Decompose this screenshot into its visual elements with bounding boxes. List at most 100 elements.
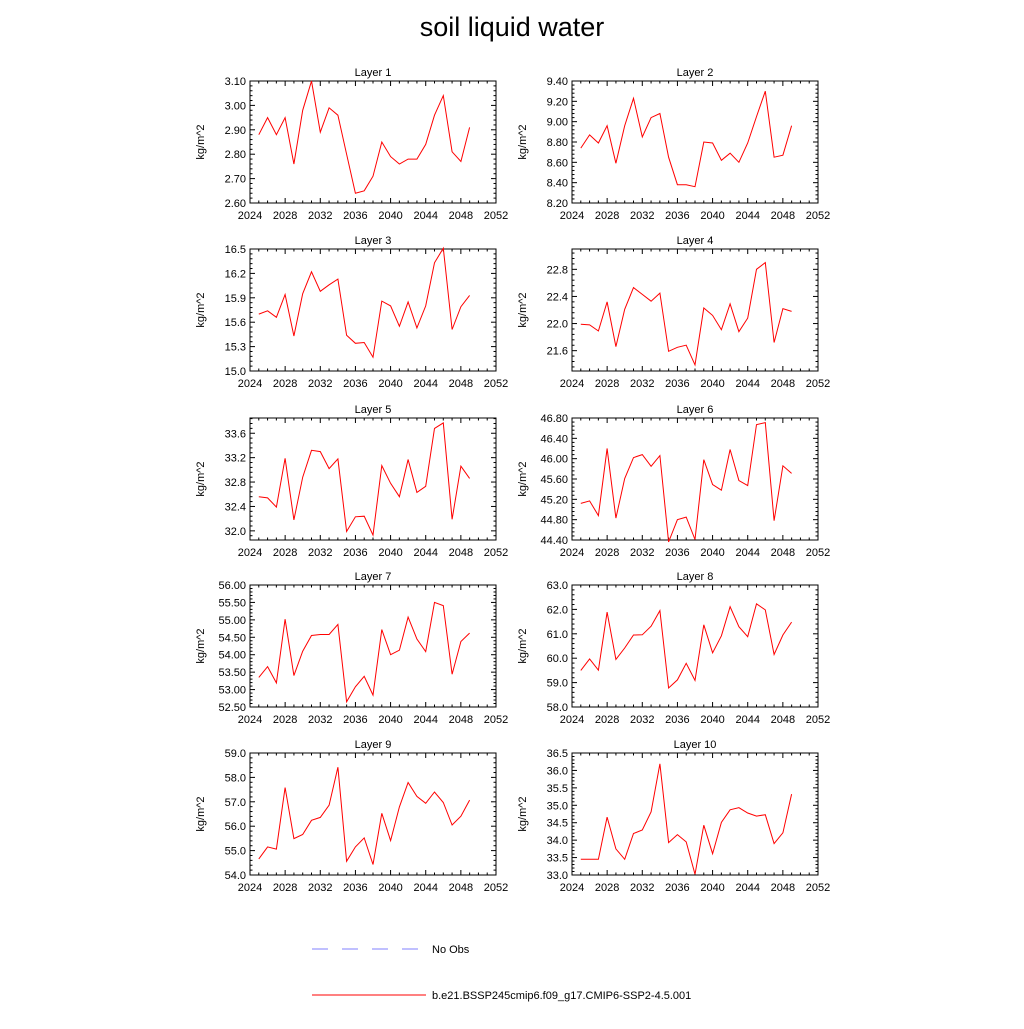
- x-tick-label: 2028: [273, 714, 297, 726]
- y-tick-label: 8.60: [547, 157, 568, 169]
- panel-title: Layer 3: [355, 235, 392, 247]
- x-tick-label: 2036: [343, 210, 367, 222]
- x-tick-label: 2040: [378, 882, 402, 894]
- y-tick-label: 53.50: [218, 667, 246, 679]
- panel-layer-4: Layer 4 kg/m^2 2024 2028 2032 2036 2040 2044 204…: [517, 235, 830, 390]
- x-tick-label: 2032: [308, 547, 332, 559]
- y-axis-label: kg/m^2: [195, 796, 207, 831]
- y-tick-label: 36.5: [547, 748, 568, 760]
- y-tick-label: 59.0: [547, 678, 568, 690]
- y-tick-label: 36.0: [547, 765, 568, 777]
- y-tick-label: 46.40: [540, 433, 568, 445]
- x-tick-label: 2036: [665, 547, 689, 559]
- x-tick-label: 2040: [378, 378, 402, 390]
- x-tick-label: 2036: [343, 547, 367, 559]
- y-tick-label: 33.0: [547, 870, 568, 882]
- y-tick-label: 34.5: [547, 818, 568, 830]
- x-tick-label: 2044: [735, 714, 759, 726]
- x-tick-label: 2040: [378, 714, 402, 726]
- y-tick-label: 54.0: [225, 870, 246, 882]
- panel-title: Layer 5: [355, 404, 392, 416]
- y-tick-label: 15.3: [225, 342, 246, 354]
- y-tick-label: 3.10: [225, 76, 246, 88]
- y-tick-label: 22.8: [547, 264, 568, 276]
- x-tick-label: 2048: [771, 547, 795, 559]
- x-tick-label: 2040: [700, 882, 724, 894]
- y-tick-label: 62.0: [547, 604, 568, 616]
- series-line-layer-5: [258, 422, 471, 537]
- x-tick-label: 2040: [378, 210, 402, 222]
- x-tick-label: 2040: [700, 547, 724, 559]
- x-tick-label: 2028: [595, 210, 619, 222]
- x-tick-label: 2048: [449, 378, 473, 390]
- x-tick-label: 2040: [700, 714, 724, 726]
- y-tick-label: 16.2: [225, 268, 246, 280]
- y-tick-label: 9.40: [547, 76, 568, 88]
- x-tick-label: 2024: [560, 882, 584, 894]
- y-tick-label: 15.6: [225, 317, 246, 329]
- y-tick-label: 46.00: [540, 454, 568, 466]
- y-axis-label: kg/m^2: [195, 292, 207, 327]
- x-tick-label: 2028: [273, 378, 297, 390]
- y-tick-label: 8.20: [547, 198, 568, 210]
- y-tick-label: 32.8: [225, 477, 246, 489]
- x-tick-label: 2028: [595, 714, 619, 726]
- legend-model-label: b.e21.BSSP245cmip6.f09_g17.CMIP6-SSP2-4.…: [432, 990, 691, 1002]
- x-tick-label: 2052: [484, 210, 508, 222]
- x-tick-label: 2040: [700, 378, 724, 390]
- y-axis-label: kg/m^2: [517, 796, 529, 831]
- x-tick-label: 2032: [630, 714, 654, 726]
- x-tick-label: 2028: [595, 378, 619, 390]
- y-axis-label: kg/m^2: [195, 461, 207, 496]
- x-tick-label: 2028: [273, 547, 297, 559]
- x-tick-label: 2024: [238, 378, 262, 390]
- x-tick-label: 2044: [413, 378, 437, 390]
- x-tick-label: 2048: [449, 210, 473, 222]
- x-tick-label: 2044: [413, 714, 437, 726]
- x-tick-label: 2036: [665, 714, 689, 726]
- y-tick-label: 8.40: [547, 178, 568, 190]
- x-tick-label: 2036: [665, 378, 689, 390]
- x-tick-label: 2024: [238, 547, 262, 559]
- x-tick-label: 2024: [238, 882, 262, 894]
- x-tick-label: 2052: [806, 378, 830, 390]
- x-tick-label: 2036: [343, 378, 367, 390]
- y-tick-label: 44.80: [540, 515, 568, 527]
- y-tick-label: 63.0: [547, 580, 568, 592]
- y-tick-label: 2.70: [225, 174, 246, 186]
- x-tick-label: 2048: [771, 882, 795, 894]
- x-tick-label: 2032: [630, 378, 654, 390]
- x-tick-label: 2036: [343, 714, 367, 726]
- figure-title: soil liquid water: [419, 12, 605, 42]
- y-tick-label: 55.50: [218, 597, 246, 609]
- x-tick-label: 2024: [560, 547, 584, 559]
- x-tick-label: 2048: [449, 547, 473, 559]
- plot-frame: [571, 584, 819, 708]
- x-tick-label: 2024: [560, 210, 584, 222]
- y-tick-label: 58.0: [547, 702, 568, 714]
- x-tick-label: 2032: [630, 547, 654, 559]
- series-line-layer-9: [258, 767, 471, 865]
- x-tick-label: 2052: [484, 547, 508, 559]
- panel-title: Layer 2: [677, 67, 714, 79]
- series-line-layer-10: [580, 763, 793, 875]
- panel-layer-2: Layer 2 kg/m^2 2024 2028 2032 2036 2040 2044 204…: [517, 67, 830, 222]
- y-tick-label: 35.0: [547, 800, 568, 812]
- x-tick-label: 2024: [238, 714, 262, 726]
- x-tick-label: 2052: [806, 714, 830, 726]
- legend-obs-label: No Obs: [432, 944, 470, 956]
- x-tick-label: 2028: [595, 882, 619, 894]
- y-tick-label: 2.90: [225, 125, 246, 137]
- panel-title: Layer 8: [677, 571, 714, 583]
- legend: No Obs b.e21.BSSP245cmip6.f09_g17.CMIP6-S…: [312, 944, 691, 1002]
- x-tick-label: 2024: [560, 714, 584, 726]
- y-tick-label: 9.00: [547, 117, 568, 129]
- x-tick-label: 2044: [413, 547, 437, 559]
- x-tick-label: 2048: [771, 714, 795, 726]
- y-axis-label: kg/m^2: [517, 124, 529, 159]
- x-tick-label: 2048: [771, 210, 795, 222]
- y-tick-label: 22.0: [547, 319, 568, 331]
- plot-frame: [571, 752, 819, 876]
- x-tick-label: 2024: [560, 378, 584, 390]
- x-tick-label: 2044: [413, 210, 437, 222]
